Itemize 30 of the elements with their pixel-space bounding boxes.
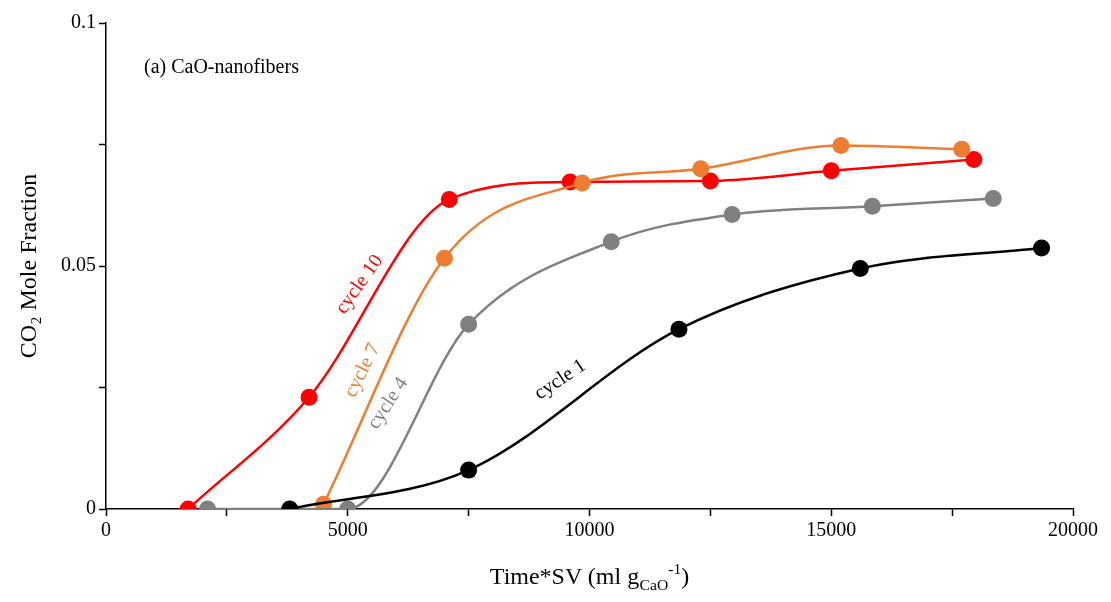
point <box>573 174 591 192</box>
point <box>602 233 620 251</box>
point <box>953 140 971 158</box>
point <box>460 461 478 479</box>
text: (a) CaO-nanofibers <box>144 55 300 78</box>
point <box>460 315 478 333</box>
point <box>670 320 688 338</box>
y-tick-label: 0 <box>86 496 96 519</box>
point <box>851 259 869 277</box>
point <box>435 249 453 267</box>
point <box>1033 239 1051 257</box>
point <box>440 190 458 208</box>
x-tick-label: 0 <box>101 518 111 541</box>
point <box>822 162 840 180</box>
point <box>965 151 983 169</box>
y-tick-label: 0.1 <box>71 10 96 33</box>
x-tick-label: 20000 <box>1048 518 1098 541</box>
y-axis-title: CO₂ Mole Fraction <box>15 173 41 359</box>
y-tick-label: 0.05 <box>61 253 96 276</box>
point <box>863 197 881 215</box>
point <box>723 205 741 223</box>
point <box>300 388 318 406</box>
x-tick-label: 5000 <box>327 518 368 541</box>
point <box>984 189 1002 207</box>
x-tick-label: 15000 <box>806 518 857 541</box>
point <box>692 160 710 178</box>
point <box>701 172 719 190</box>
x-tick-label: 10000 <box>564 518 615 541</box>
text: cycle 1 <box>529 353 590 405</box>
point <box>832 136 850 154</box>
